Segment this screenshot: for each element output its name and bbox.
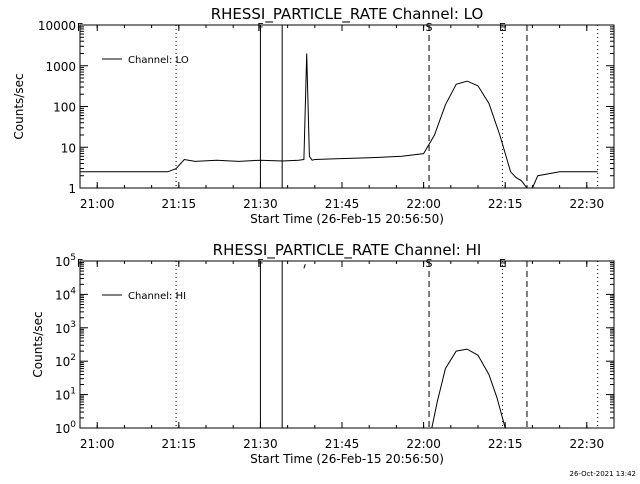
event-marker-label: S — [426, 21, 433, 34]
legend-label: Channel: LO — [128, 55, 189, 66]
chart-title: RHESSI_PARTICLE_RATE Channel: HI — [213, 241, 482, 260]
x-tick-label: 21:45 — [325, 197, 360, 211]
plot-frame — [79, 24, 615, 189]
x-tick-label: 21:00 — [80, 197, 115, 211]
series-line — [431, 348, 506, 428]
x-tick-label: 21:45 — [325, 437, 360, 451]
plot-frame — [79, 260, 615, 429]
x-tick-label: 21:00 — [80, 437, 115, 451]
y-tick-label: 105 — [55, 253, 76, 269]
x-axis-label: Start Time (26-Feb-15 20:56:50) — [250, 452, 444, 466]
x-axis-label: Start Time (26-Feb-15 20:56:50) — [250, 212, 444, 226]
y-axis-label: Counts/sec — [12, 73, 26, 139]
y-tick-label: 102 — [55, 353, 76, 369]
y-tick-label: 1000 — [45, 60, 76, 74]
x-tick-label: 22:00 — [406, 437, 441, 451]
y-tick-label: 100 — [53, 101, 76, 115]
x-tick-label: 22:00 — [406, 197, 441, 211]
chart-title: RHESSI_PARTICLE_RATE Channel: LO — [211, 5, 484, 24]
event-marker-label: S — [426, 257, 433, 270]
event-marker-label: F — [257, 21, 263, 34]
y-tick-label: 10 — [61, 141, 76, 155]
event-marker-label: F — [77, 21, 83, 34]
y-tick-label: 1 — [68, 182, 76, 196]
x-tick-label: 21:15 — [162, 437, 197, 451]
x-tick-label: 22:30 — [570, 197, 605, 211]
x-tick-label: 21:30 — [243, 437, 278, 451]
event-marker-label: E — [499, 21, 506, 34]
x-tick-label: 21:15 — [162, 197, 197, 211]
series-spike — [303, 264, 306, 269]
legend-label: Channel: HI — [128, 291, 186, 302]
y-tick-label: 10000 — [38, 19, 76, 33]
y-tick-label: 104 — [55, 286, 76, 302]
event-marker-label: F — [77, 257, 83, 270]
event-marker-label: F — [257, 257, 263, 270]
x-tick-label: 21:30 — [243, 197, 278, 211]
event-marker-label: E — [499, 257, 506, 270]
x-tick-label: 22:15 — [488, 437, 523, 451]
y-tick-label: 100 — [55, 420, 76, 436]
x-tick-label: 22:15 — [488, 197, 523, 211]
timestamp-label: 26-Oct-2021 13:42 — [570, 470, 636, 478]
x-tick-label: 22:30 — [570, 437, 605, 451]
y-axis-label: Counts/sec — [31, 311, 45, 377]
series-line — [80, 53, 598, 188]
y-tick-label: 101 — [55, 387, 76, 403]
y-tick-label: 103 — [55, 320, 76, 336]
